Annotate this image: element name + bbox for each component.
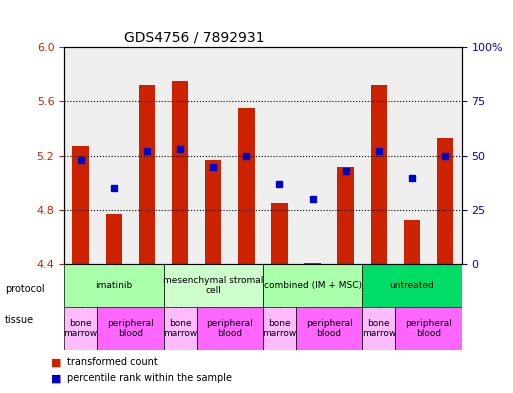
Text: tissue: tissue [5, 315, 34, 325]
Text: ■: ■ [51, 373, 62, 383]
Bar [296, 47, 329, 264]
Text: protocol: protocol [5, 284, 45, 294]
Bar [106, 214, 122, 264]
Bar [428, 47, 462, 264]
Text: peripheral
blood: peripheral blood [206, 319, 253, 338]
Text: percentile rank within the sample: percentile rank within the sample [67, 373, 232, 383]
Bar [396, 47, 428, 264]
FancyBboxPatch shape [196, 307, 263, 350]
Text: ■: ■ [51, 358, 62, 367]
FancyBboxPatch shape [164, 264, 263, 307]
Text: bone
marrow: bone marrow [362, 319, 396, 338]
Bar [72, 146, 89, 264]
Text: peripheral
blood: peripheral blood [405, 319, 452, 338]
FancyBboxPatch shape [97, 307, 164, 350]
Bar [370, 85, 387, 264]
Bar [64, 47, 97, 264]
Bar [338, 167, 354, 264]
Text: peripheral
blood: peripheral blood [306, 319, 352, 338]
Text: mesenchymal stromal
cell: mesenchymal stromal cell [163, 276, 263, 296]
FancyBboxPatch shape [362, 264, 462, 307]
Bar [362, 47, 396, 264]
Text: transformed count: transformed count [67, 358, 157, 367]
Bar [205, 160, 222, 264]
Bar [139, 85, 155, 264]
Bar [130, 47, 164, 264]
FancyBboxPatch shape [263, 307, 296, 350]
Text: bone
marrow: bone marrow [163, 319, 197, 338]
FancyBboxPatch shape [64, 307, 97, 350]
FancyBboxPatch shape [296, 307, 362, 350]
Bar [304, 263, 321, 264]
FancyBboxPatch shape [362, 307, 396, 350]
Text: combined (IM + MSC): combined (IM + MSC) [264, 281, 362, 290]
Text: untreated: untreated [390, 281, 435, 290]
Bar [404, 220, 420, 264]
FancyBboxPatch shape [164, 307, 196, 350]
Bar [196, 47, 230, 264]
FancyBboxPatch shape [64, 264, 164, 307]
Text: GDS4756 / 7892931: GDS4756 / 7892931 [124, 31, 264, 44]
Bar [271, 203, 288, 264]
Bar [238, 108, 254, 264]
Bar [329, 47, 362, 264]
Bar [437, 138, 453, 264]
Text: imatinib: imatinib [95, 281, 132, 290]
Bar [164, 47, 196, 264]
Text: bone
marrow: bone marrow [64, 319, 98, 338]
Text: peripheral
blood: peripheral blood [107, 319, 154, 338]
FancyBboxPatch shape [263, 264, 362, 307]
Text: bone
marrow: bone marrow [262, 319, 297, 338]
Bar [172, 81, 188, 264]
Bar [263, 47, 296, 264]
Bar [230, 47, 263, 264]
Bar [97, 47, 130, 264]
FancyBboxPatch shape [396, 307, 462, 350]
